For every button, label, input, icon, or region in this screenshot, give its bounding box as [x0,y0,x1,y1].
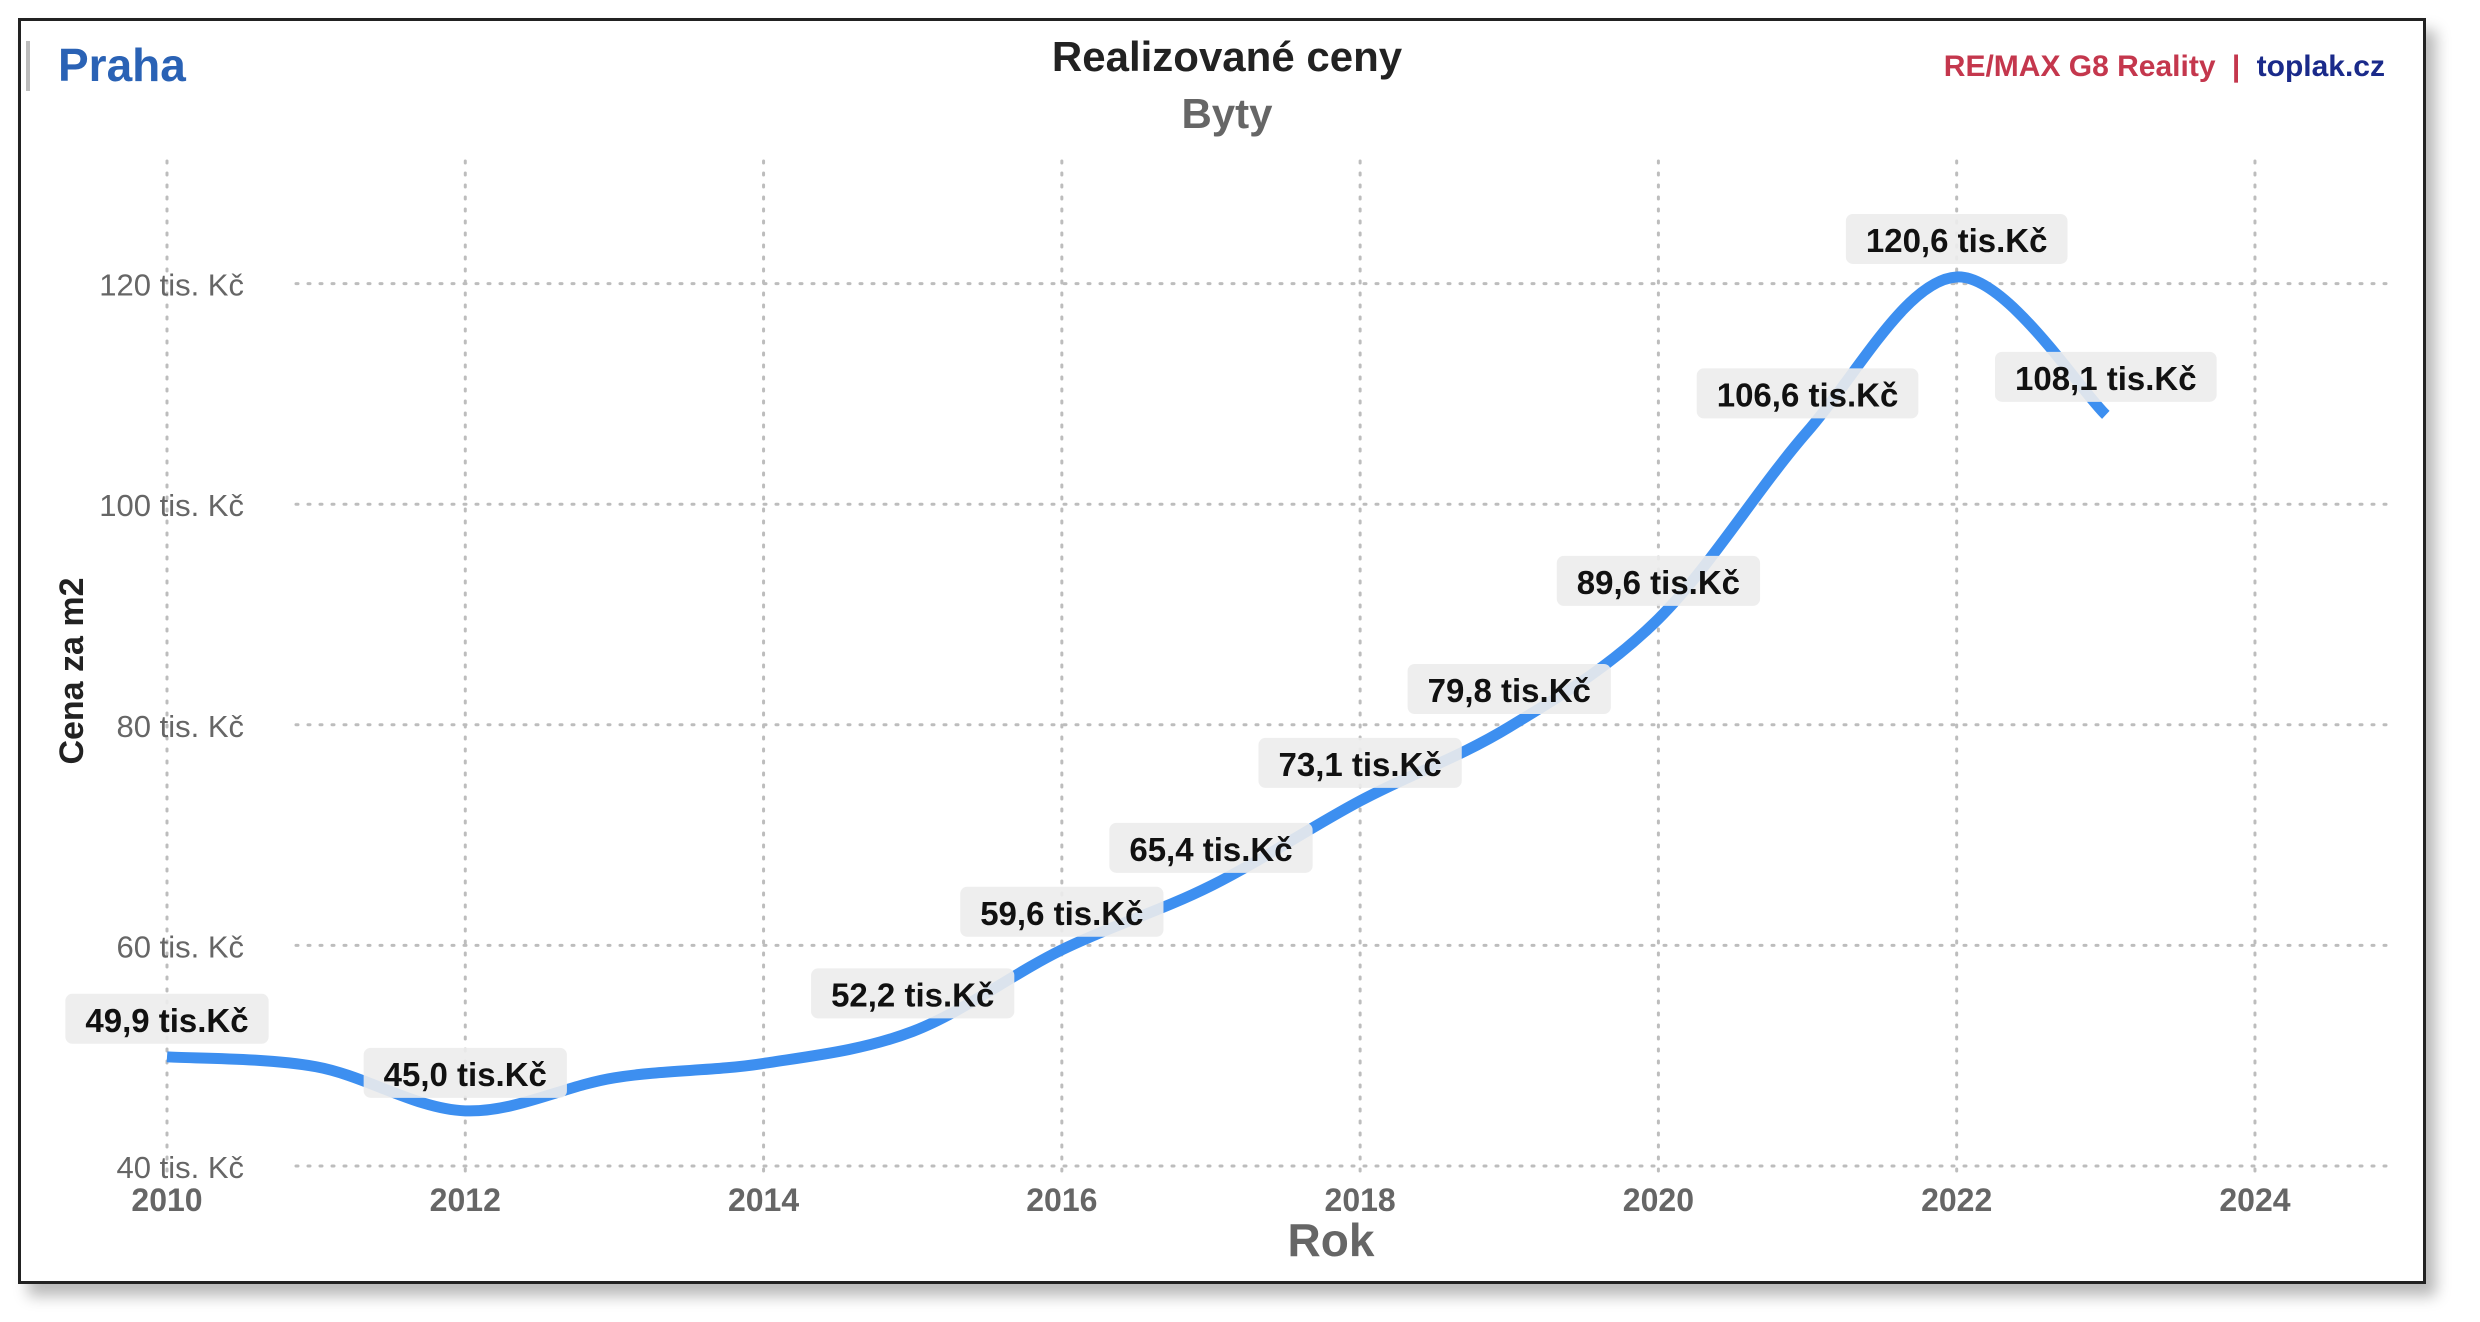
data-label-box [1995,351,2217,402]
data-label-text: 73,1 tis.Kč [1278,746,1441,783]
data-label-box [363,1047,567,1098]
data-label: 120,6 tis.Kč [1845,213,2068,264]
data-label-text: 59,6 tis.Kč [980,895,1143,932]
x-tick-label: 2016 [1026,1182,1097,1218]
x-tick-label: 2022 [1921,1182,1992,1218]
data-label-text: 49,9 tis.Kč [85,1002,248,1039]
data-label-text: 106,6 tis.Kč [1717,376,1899,413]
y-axis-ticks: 40 tis. Kč 60 tis. Kč 80 tis. Kč 100 tis. K… [99,268,244,1185]
x-tick-label: 2024 [2219,1182,2290,1218]
data-label-text: 52,2 tis.Kč [831,976,994,1013]
data-label-text: 120,6 tis.Kč [1866,222,2048,259]
data-label: 52,2 tis.Kč [811,968,1015,1019]
data-label: 106,6 tis.Kč [1696,368,1919,419]
data-label-text: 65,4 tis.Kč [1129,831,1292,868]
data-label-box [1556,555,1761,606]
line-chart: Praha Realizované ceny Byty RE/MAX G8 Re… [26,33,2398,1266]
data-label-box [811,968,1015,1019]
data-label: 73,1 tis.Kč [1258,737,1462,788]
data-label: 45,0 tis.Kč [363,1047,567,1098]
chart-title: Realizované ceny [1052,33,1403,80]
data-label-text: 108,1 tis.Kč [2015,360,2197,397]
data-label-box [1258,737,1462,788]
brand-site: toplak.cz [2257,50,2385,83]
data-label: 108,1 tis.Kč [1995,351,2217,402]
data-label-box [1109,822,1313,873]
data-label-text: 89,6 tis.Kč [1577,564,1740,601]
data-label-text: 79,8 tis.Kč [1428,672,1591,709]
y-tick-label: 60 tis. Kč [117,929,245,964]
x-axis-ticks: 2010 2012 2014 2016 2018 2020 2022 2024 [131,1182,2290,1218]
data-label: 49,9 tis.Kč [65,993,269,1044]
series-group [166,271,2110,1117]
data-label-box [65,993,269,1044]
data-label-text: 45,0 tis.Kč [384,1056,547,1093]
brand-separator: | [2232,50,2240,83]
series-line [166,271,2110,1117]
y-tick-label: 80 tis. Kč [117,709,245,744]
data-label-box [1407,664,1611,715]
city-title: Praha [58,39,186,91]
x-axis-title: Rok [1288,1214,1375,1266]
chart-subtitle: Byty [1181,90,1273,137]
brand-remax: RE/MAX G8 Reality [1944,50,2216,83]
y-tick-label: 100 tis. Kč [99,488,244,523]
chart-frame: Praha Realizované ceny Byty RE/MAX G8 Re… [18,18,2426,1284]
data-labels: 49,9 tis.Kč 45,0 tis.Kč 52,2 tis.Kč 59,6 ti… [65,213,2217,1098]
x-tick-label: 2018 [1325,1182,1396,1218]
data-label: 65,4 tis.Kč [1109,822,1313,873]
brand-text: RE/MAX G8 Reality | toplak.cz [1944,50,2385,83]
grid [165,159,2398,1173]
data-label: 59,6 tis.Kč [960,886,1164,937]
y-tick-label: 40 tis. Kč [117,1150,245,1185]
data-label-box [1845,213,2068,264]
x-tick-label: 2010 [131,1182,202,1218]
x-tick-label: 2020 [1623,1182,1694,1218]
y-tick-label: 120 tis. Kč [99,268,244,303]
x-tick-label: 2014 [728,1182,799,1218]
data-label: 89,6 tis.Kč [1556,555,1761,606]
y-axis-title: Cena za m2 [53,577,91,764]
x-tick-label: 2012 [430,1182,501,1218]
data-label: 79,8 tis.Kč [1407,664,1611,715]
data-label-box [960,886,1164,937]
data-label-box [1696,368,1919,419]
